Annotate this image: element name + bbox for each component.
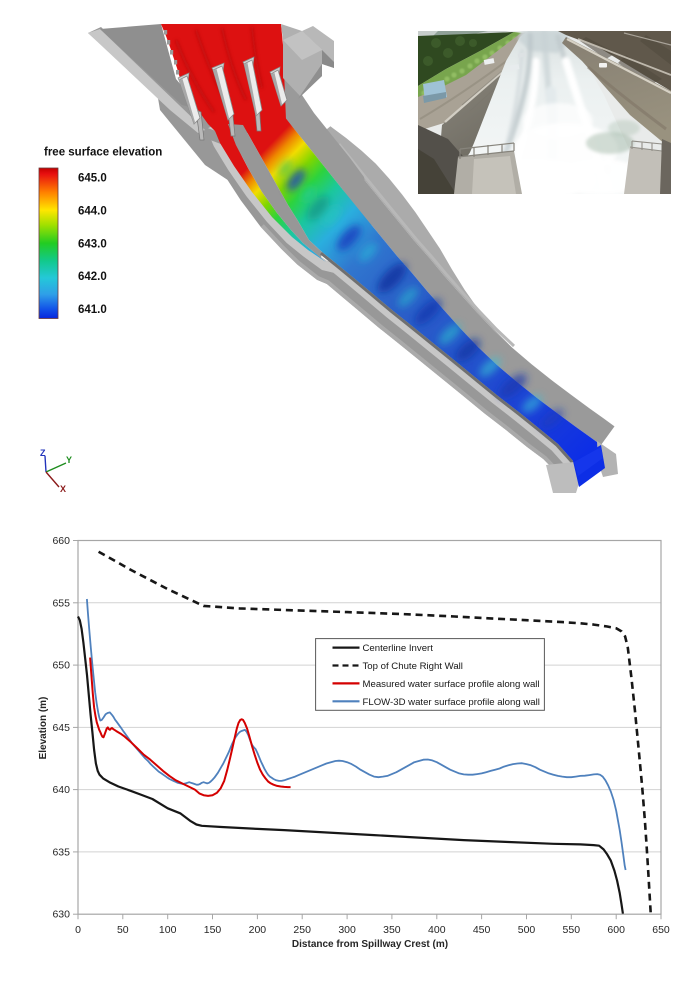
svg-text:642.0: 642.0 <box>78 271 107 283</box>
svg-text:Measured water surface profile: Measured water surface profile along wal… <box>363 679 540 690</box>
svg-text:644.0: 644.0 <box>78 205 107 217</box>
svg-text:643.0: 643.0 <box>78 238 107 250</box>
svg-text:645.0: 645.0 <box>78 173 107 185</box>
svg-text:250: 250 <box>293 924 311 936</box>
svg-text:650: 650 <box>52 660 70 672</box>
svg-text:free surface elevation: free surface elevation <box>44 147 162 159</box>
svg-text:500: 500 <box>518 924 536 936</box>
svg-text:FLOW-3D water surface profile: FLOW-3D water surface profile along wall <box>363 697 540 708</box>
svg-text:50: 50 <box>117 924 129 936</box>
svg-text:600: 600 <box>607 924 625 936</box>
svg-text:350: 350 <box>383 924 401 936</box>
svg-text:550: 550 <box>563 924 581 936</box>
svg-text:Z: Z <box>40 448 46 458</box>
svg-text:641.0: 641.0 <box>78 304 107 316</box>
svg-text:645: 645 <box>52 722 70 734</box>
svg-text:X: X <box>60 484 66 494</box>
svg-text:Y: Y <box>66 455 72 465</box>
svg-text:Elevation (m): Elevation (m) <box>38 697 49 760</box>
svg-text:655: 655 <box>52 597 70 609</box>
svg-text:200: 200 <box>249 924 267 936</box>
svg-text:100: 100 <box>159 924 177 936</box>
svg-text:0: 0 <box>75 924 81 936</box>
svg-text:300: 300 <box>338 924 356 936</box>
svg-text:630: 630 <box>52 909 70 921</box>
svg-text:Top of Chute Right Wall: Top of Chute Right Wall <box>363 661 463 672</box>
svg-text:400: 400 <box>428 924 446 936</box>
svg-text:660: 660 <box>52 535 70 547</box>
svg-text:450: 450 <box>473 924 491 936</box>
svg-text:Centerline Invert: Centerline Invert <box>363 643 434 654</box>
svg-text:Distance from Spillway Crest (: Distance from Spillway Crest (m) <box>292 939 448 950</box>
svg-text:650: 650 <box>652 924 670 936</box>
svg-text:635: 635 <box>52 846 70 858</box>
svg-text:150: 150 <box>204 924 222 936</box>
svg-text:640: 640 <box>52 784 70 796</box>
